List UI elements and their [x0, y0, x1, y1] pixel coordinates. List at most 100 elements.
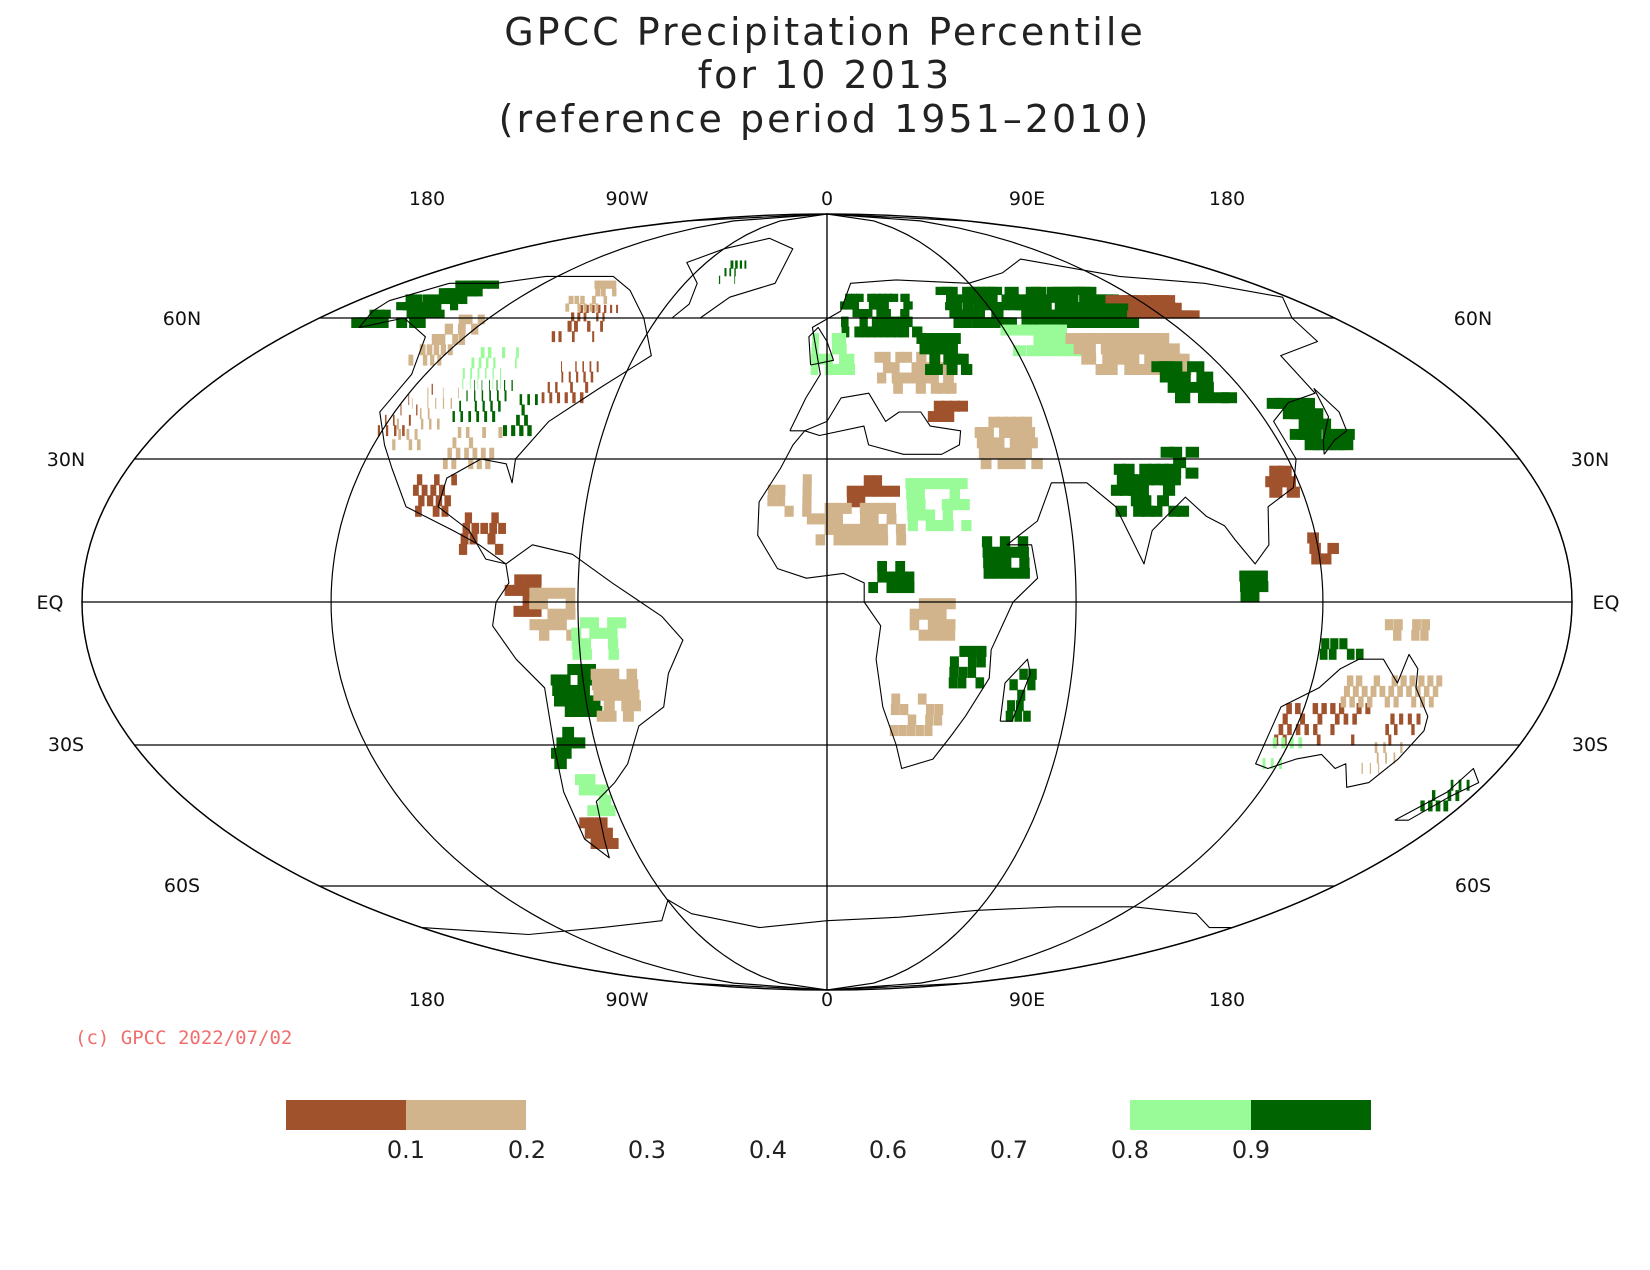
precip-cell	[1007, 427, 1019, 438]
precip-region-very-dry	[541, 361, 599, 404]
precip-cell	[458, 314, 467, 325]
precip-cell	[950, 302, 962, 311]
precip-cell	[1051, 324, 1068, 336]
precip-cell	[832, 364, 841, 375]
precip-cell	[997, 458, 1009, 470]
precip-cell	[529, 598, 539, 610]
precip-cell	[1150, 333, 1170, 344]
precip-cell	[890, 485, 901, 497]
precip-cell	[1185, 467, 1199, 479]
precip-cell	[976, 437, 988, 449]
precip-cell	[550, 674, 562, 686]
precip-cell	[477, 367, 480, 379]
precip-cell	[487, 280, 500, 289]
precip-cell	[855, 496, 866, 508]
precip-cell	[992, 567, 1003, 579]
precip-cell	[369, 309, 379, 318]
precip-cell	[442, 458, 448, 470]
precip-cell	[1420, 629, 1429, 641]
precip-region-very-wet	[551, 726, 586, 770]
precip-cell	[1009, 679, 1018, 691]
precip-cell	[943, 353, 955, 365]
precip-region-wet	[571, 617, 627, 660]
precip-cell	[571, 331, 575, 343]
precip-cell	[412, 484, 419, 496]
precip-cell	[1010, 567, 1021, 579]
precip-cell	[1037, 302, 1052, 311]
precip-region-very-dry	[412, 474, 457, 517]
precip-cell	[914, 488, 925, 500]
precip-cell	[815, 534, 826, 546]
precip-cell	[619, 689, 631, 701]
precip-cell	[842, 523, 853, 535]
precip-cell	[561, 361, 563, 373]
precip-cell	[939, 478, 951, 490]
precip-cell	[899, 372, 909, 384]
precip-cell	[412, 309, 421, 318]
precip-cell	[1322, 428, 1339, 440]
precip-cell	[959, 645, 969, 657]
precip-cell	[912, 326, 923, 338]
precip-cell	[1279, 758, 1282, 770]
precip-cell	[375, 309, 385, 318]
precip-cell	[459, 400, 462, 412]
precip-cell	[1328, 648, 1337, 660]
precip-cell	[1295, 703, 1301, 715]
precip-cell	[1147, 463, 1161, 475]
precip-cell	[1337, 439, 1354, 451]
precip-cell	[1163, 310, 1182, 319]
precip-cell	[440, 295, 451, 305]
precip-cell	[493, 357, 496, 369]
precip-cell	[470, 367, 473, 379]
precip-cell	[434, 474, 440, 486]
precip-cell	[1282, 713, 1288, 725]
precip-cell	[1151, 474, 1164, 486]
precip-cell	[1330, 703, 1336, 715]
precip-cell	[1330, 724, 1335, 736]
legend-label-0-8: 0.8	[1111, 1136, 1149, 1164]
precip-cell	[471, 522, 480, 534]
precip-cell	[929, 333, 941, 344]
precip-cell	[594, 784, 608, 796]
precip-cell	[435, 495, 443, 507]
precip-cell	[579, 304, 583, 314]
coastline-uk	[808, 326, 835, 366]
precip-cell	[1012, 447, 1024, 459]
legend: 0.1 0.2 0.3 0.4 0.6 0.7 0.8 0.9	[286, 1100, 1371, 1164]
precip-cell	[991, 309, 1004, 318]
precip-cell	[927, 629, 938, 641]
precip-cell	[431, 383, 433, 395]
precip-cell	[589, 695, 601, 707]
precip-cell	[1002, 317, 1017, 328]
precip-cell	[585, 304, 589, 314]
precip-cell	[735, 260, 738, 269]
lat-label-right-30n: 30N	[1571, 449, 1609, 471]
precip-cell	[936, 619, 947, 631]
precip-cell	[384, 414, 387, 426]
precip-cell	[896, 534, 907, 546]
precip-cell	[859, 502, 870, 514]
precip-cell	[950, 499, 961, 511]
precip-cell	[564, 392, 568, 404]
precip-cell	[1080, 343, 1096, 355]
lat-label-left-30s: 30S	[48, 734, 84, 756]
precip-cell	[886, 571, 897, 583]
precip-cell	[1005, 710, 1014, 722]
precip-cell	[535, 394, 538, 406]
precip-cell	[939, 343, 951, 355]
precip-cell	[1019, 324, 1035, 336]
precip-cell	[596, 312, 599, 322]
precip-cell	[564, 737, 577, 749]
precip-cell	[1319, 648, 1328, 660]
precip-cell	[1409, 675, 1416, 687]
precip-cell	[603, 700, 615, 712]
precip-cell	[846, 485, 857, 497]
precip-cell	[433, 344, 440, 356]
precip-cell	[586, 817, 601, 829]
precip-cell	[1269, 486, 1283, 498]
precip-cell	[422, 354, 428, 366]
precip-cell	[1282, 476, 1296, 488]
precip-cell	[582, 361, 584, 373]
precip-cell	[595, 805, 608, 817]
precip-cell	[411, 294, 423, 303]
